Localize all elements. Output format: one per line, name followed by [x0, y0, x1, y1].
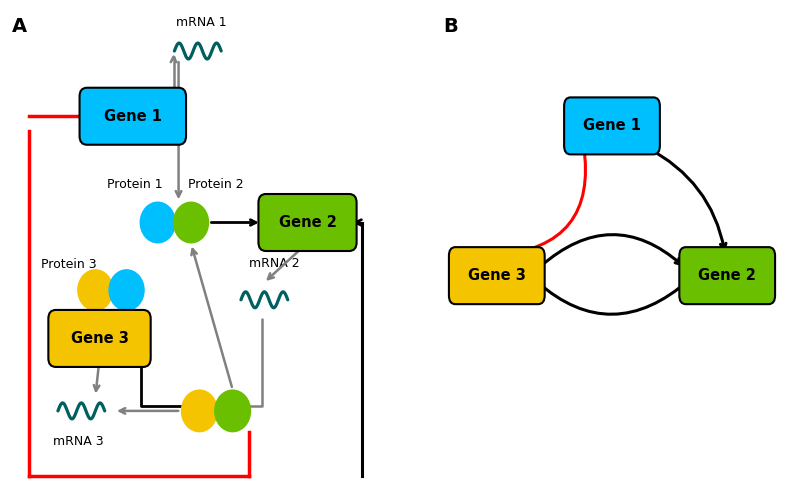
Text: Protein 3: Protein 3 [42, 258, 97, 271]
Text: B: B [443, 17, 458, 36]
Circle shape [182, 390, 218, 432]
Text: Protein 1: Protein 1 [107, 178, 162, 191]
FancyBboxPatch shape [679, 247, 775, 304]
Text: Protein 2: Protein 2 [188, 178, 244, 191]
Circle shape [109, 270, 144, 310]
Text: Gene 3: Gene 3 [468, 268, 526, 283]
Text: Gene 2: Gene 2 [278, 215, 337, 230]
Text: Gene 1: Gene 1 [104, 109, 162, 124]
FancyBboxPatch shape [449, 247, 545, 304]
Text: Gene 1: Gene 1 [583, 119, 641, 133]
Circle shape [174, 202, 209, 243]
FancyBboxPatch shape [564, 98, 660, 154]
Text: mRNA 1: mRNA 1 [176, 16, 226, 29]
Text: mRNA 2: mRNA 2 [250, 257, 300, 270]
FancyBboxPatch shape [79, 88, 186, 145]
Text: Gene 2: Gene 2 [698, 268, 756, 283]
FancyBboxPatch shape [48, 310, 150, 367]
Text: mRNA 3: mRNA 3 [54, 435, 104, 448]
Text: A: A [12, 17, 27, 36]
FancyBboxPatch shape [258, 194, 357, 251]
Circle shape [140, 202, 175, 243]
Circle shape [78, 270, 113, 310]
Text: Gene 3: Gene 3 [70, 331, 129, 346]
Circle shape [214, 390, 250, 432]
